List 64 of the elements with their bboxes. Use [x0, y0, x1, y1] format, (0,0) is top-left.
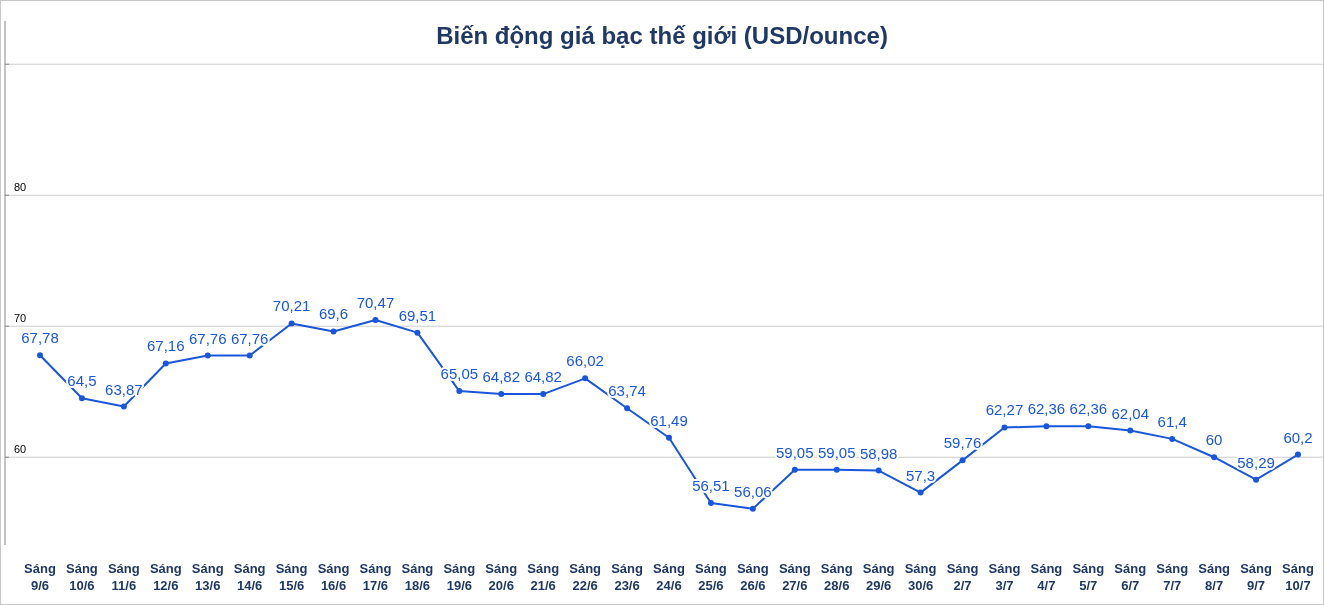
x-tick-label: Sáng 26/6 [736, 561, 769, 593]
data-label: 67,76 [230, 329, 269, 347]
x-tick-label: Sáng 10/7 [1282, 561, 1314, 593]
y-tick-label: 60 [13, 443, 27, 456]
x-tick-label: Sáng 6/7 [1114, 561, 1147, 593]
x-tick-label: Sáng 16/6 [317, 561, 350, 593]
x-tick-label: Sáng 23/6 [611, 561, 644, 593]
data-label: 62,27 [985, 401, 1024, 419]
x-tick-label: Sáng 27/6 [778, 561, 811, 593]
data-label: 60,2 [1283, 428, 1313, 446]
y-tick-label: 70 [13, 312, 27, 325]
data-label: 67,78 [21, 329, 59, 347]
x-tick-label: Sáng 5/7 [1072, 561, 1105, 593]
x-tick-label: Sáng 20/6 [485, 561, 518, 593]
data-label: 61,4 [1157, 412, 1187, 430]
x-tick-label: Sáng 10/6 [66, 561, 98, 593]
data-label: 70,21 [272, 297, 311, 315]
x-tick-label: Sáng 3/7 [988, 561, 1021, 593]
x-tick-label: Sáng 18/6 [401, 561, 434, 593]
data-label: 63,74 [608, 382, 646, 400]
data-label: 59,05 [776, 443, 814, 461]
x-tick-label: Sáng 25/6 [695, 561, 727, 593]
x-tick-label: Sáng 7/7 [1156, 561, 1189, 593]
x-tick-label: Sáng 29/6 [862, 561, 895, 593]
x-tick-label: Sáng 30/6 [904, 561, 937, 593]
data-label: 56,06 [734, 482, 772, 500]
data-label: 60 [1205, 431, 1223, 449]
data-label: 62,04 [1111, 404, 1150, 422]
data-label: 61,49 [650, 411, 688, 429]
x-tick-label: Sáng 17/6 [359, 561, 392, 593]
x-tick-label: Sáng 13/6 [191, 561, 224, 593]
data-label: 66,02 [566, 352, 604, 370]
data-label: 64,82 [524, 368, 562, 386]
data-label: 69,51 [398, 306, 437, 324]
data-label: 63,87 [105, 380, 143, 398]
y-tick-label: 80 [13, 181, 27, 194]
x-tick-label: Sáng 14/6 [233, 561, 266, 593]
x-tick-label: Sáng 28/6 [820, 561, 853, 593]
x-tick-label: Sáng 4/7 [1030, 561, 1063, 593]
data-label: 70,47 [356, 294, 395, 312]
data-label: 58,98 [859, 444, 898, 462]
data-label: 62,36 [1069, 400, 1108, 418]
x-tick-label: Sáng 15/6 [275, 561, 308, 593]
data-label: 67,76 [188, 329, 227, 347]
data-label: 69,6 [318, 305, 349, 323]
data-label: 64,82 [482, 368, 521, 386]
data-label: 64,5 [67, 372, 97, 390]
data-label: 62,36 [1027, 400, 1066, 418]
x-tick-label: Sáng 2/7 [946, 561, 979, 593]
x-tick-label: Sáng 8/7 [1198, 561, 1231, 593]
x-tick-label: Sáng 12/6 [149, 561, 182, 593]
x-tick-label: Sáng 9/7 [1240, 561, 1273, 593]
data-label: 57,3 [906, 466, 936, 484]
x-tick-label: Sáng 11/6 [107, 561, 140, 593]
x-tick-label: Sáng 19/6 [443, 561, 476, 593]
x-tick-label: Sáng 21/6 [527, 561, 560, 593]
data-label: 67,16 [147, 337, 185, 355]
x-tick-label: Sáng 22/6 [569, 561, 602, 593]
data-label: 58,29 [1237, 453, 1275, 471]
data-label: 59,76 [943, 434, 982, 452]
chart-title: Biến động giá bạc thế giới (USD/ounce) [436, 22, 888, 49]
x-tick-label: Sáng 24/6 [653, 561, 685, 593]
x-tick-label: Sáng 9/6 [24, 561, 56, 593]
data-label: 59,05 [817, 443, 856, 461]
